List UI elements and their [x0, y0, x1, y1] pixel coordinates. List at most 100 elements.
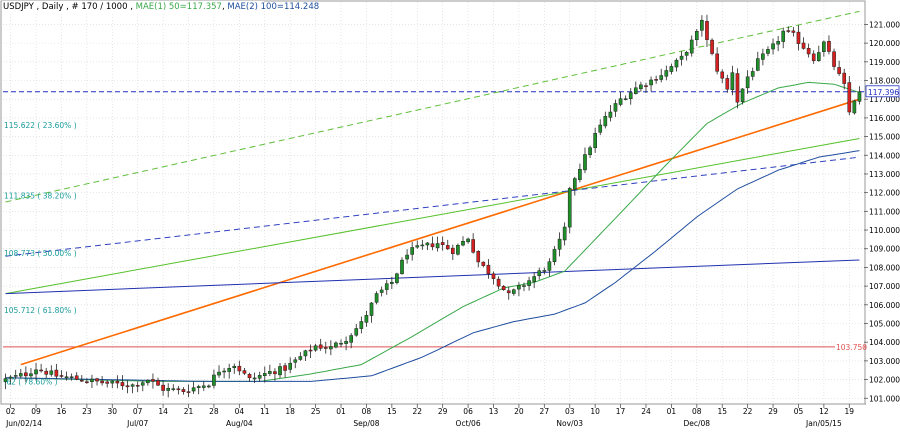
x-axis-day-label: 27	[540, 407, 550, 416]
x-axis-day-label: 02	[6, 407, 16, 416]
candle-body	[359, 321, 364, 329]
candle-body	[445, 245, 450, 250]
candle-body	[542, 270, 547, 272]
blue-trend-line	[5, 259, 860, 295]
candle-body	[649, 79, 653, 86]
candle-body	[776, 41, 780, 45]
candle-body	[847, 82, 852, 113]
candle-body	[222, 370, 226, 373]
candle-body	[171, 388, 176, 390]
x-axis-day-label: 08	[692, 407, 702, 416]
candle-body	[461, 241, 465, 246]
candle-body	[140, 382, 145, 386]
candle-body	[761, 53, 765, 60]
x-axis-day-label: 22	[412, 407, 422, 416]
x-axis-month-label: Aug/04	[226, 419, 253, 428]
candle-body	[135, 385, 140, 387]
candle-body	[613, 103, 618, 112]
candle-body	[562, 226, 567, 241]
x-axis-month-label: Oct/06	[456, 419, 481, 428]
candle-body	[303, 350, 308, 357]
orange-trend-line	[20, 98, 860, 366]
candle-body	[110, 380, 115, 384]
candle-body	[827, 41, 831, 52]
chart-header: USDJPY , Daily , # 170 / 1000 , MAE(1) 5…	[2, 1, 319, 12]
candle-body	[623, 98, 628, 100]
x-axis-day-label: 15	[387, 407, 397, 416]
candle-body	[791, 30, 796, 33]
fibonacci-level-label: .62 ( 78.60% )	[4, 377, 58, 386]
candle-body	[288, 362, 293, 370]
candle-body	[700, 19, 704, 31]
candle-body	[801, 42, 806, 49]
candle-body	[293, 359, 298, 363]
x-axis-month-label: Jul/07	[126, 419, 148, 428]
x-axis-day-label: 05	[794, 407, 804, 416]
candle-body	[684, 52, 689, 56]
candle-body	[384, 283, 389, 290]
x-axis-day-label: 04	[235, 407, 245, 416]
green-trend-line	[5, 137, 860, 295]
x-axis-day-label: 23	[82, 407, 92, 416]
green-dashed-channel-line	[5, 10, 860, 203]
candle-body	[130, 384, 135, 387]
x-axis-day-label: 10	[590, 407, 600, 416]
header-backdrop	[2, 1, 264, 12]
x-axis-day-label: 29	[768, 407, 778, 416]
y-axis-tick-label: 111.000	[869, 207, 900, 216]
y-axis-tick-label: 110.000	[869, 226, 900, 235]
candle-body	[44, 370, 49, 375]
candle-body	[557, 238, 562, 250]
candle-body	[786, 30, 791, 32]
candle-body	[29, 373, 33, 377]
x-axis-day-label: 24	[641, 407, 651, 416]
candle-body	[730, 72, 735, 91]
candle-body	[725, 78, 730, 90]
candle-body	[755, 58, 760, 71]
candle-body	[664, 70, 669, 77]
candle-body	[125, 385, 130, 388]
candle-body	[674, 59, 679, 68]
y-axis-tick-label: 101.000	[869, 394, 900, 403]
candle-body	[806, 48, 811, 55]
fibonacci-level-label: 105.712 ( 61.80% )	[4, 306, 77, 315]
candle-body	[644, 85, 648, 87]
candle-body	[39, 369, 43, 372]
fibonacci-level-label: 115.622 ( 23.60% )	[4, 121, 77, 130]
candle-body	[85, 381, 89, 383]
candle-body	[451, 247, 455, 254]
x-axis-day-label: 11	[260, 407, 270, 416]
candle-body	[186, 391, 191, 393]
candle-body	[227, 368, 232, 372]
x-axis-day-label: 12	[819, 407, 829, 416]
candle-body	[390, 281, 394, 284]
candle-body	[405, 254, 409, 260]
candle-body	[491, 273, 496, 279]
candle-body	[420, 244, 425, 247]
candle-body	[181, 389, 186, 392]
candle-body	[517, 284, 521, 290]
blue-dashed-channel-line	[5, 156, 860, 257]
candle-body	[715, 53, 719, 72]
candle-body	[466, 238, 470, 243]
candle-body	[766, 49, 770, 54]
candle-body	[659, 75, 664, 80]
candle-body	[628, 92, 633, 100]
candle-body	[237, 365, 242, 372]
candle-body	[837, 67, 841, 74]
y-axis-tick-label: 117.000	[869, 95, 900, 104]
candle-body	[415, 245, 420, 248]
candle-body	[771, 43, 775, 50]
x-axis-day-label: 06	[463, 407, 473, 416]
svg-text:USDJPY , Daily , # 170 / 1000: USDJPY , Daily , # 170 / 1000 , MAE(1) 5…	[3, 2, 319, 12]
candle-body	[471, 239, 475, 253]
candle-body	[161, 384, 165, 391]
candle-body	[54, 369, 59, 377]
candle-body	[633, 87, 638, 94]
candle-body	[156, 380, 160, 386]
candle-body	[69, 376, 74, 379]
candle-body	[811, 53, 816, 62]
support-level-label: 103.750	[836, 343, 867, 352]
x-axis-day-label: 14	[158, 407, 168, 416]
